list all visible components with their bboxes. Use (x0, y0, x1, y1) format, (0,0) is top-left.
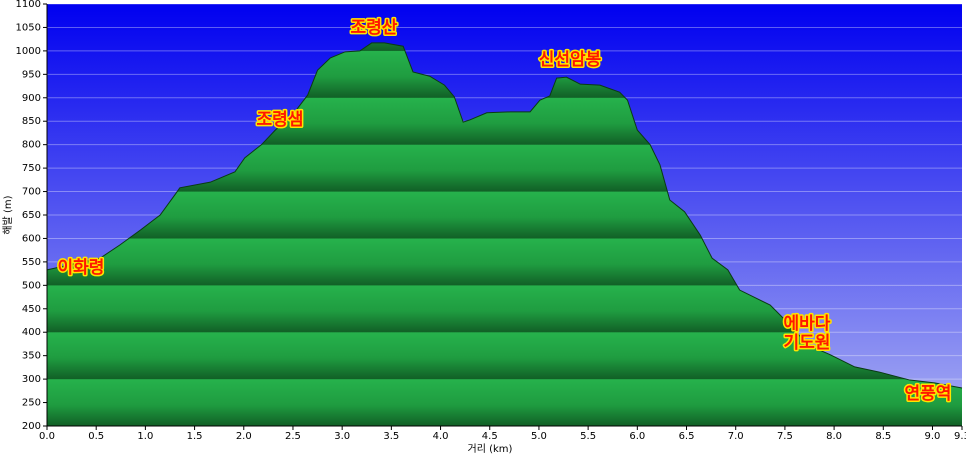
y-tick-label: 550 (22, 257, 41, 268)
y-tick-label: 300 (22, 374, 41, 385)
annotation: 조령샘 (257, 109, 304, 130)
y-tick-label: 600 (22, 233, 41, 244)
y-tick-label: 800 (22, 140, 41, 151)
x-tick-label: 0.0 (39, 431, 55, 442)
y-tick-label: 850 (22, 116, 41, 127)
y-tick-label: 200 (22, 421, 41, 432)
y-tick-label: 450 (22, 304, 41, 315)
y-tick-label: 900 (22, 93, 41, 104)
x-tick-label: 5.0 (531, 431, 547, 442)
annotation: 신선암봉 (539, 50, 602, 70)
y-tick-label: 650 (22, 210, 41, 221)
x-tick-label: 5.5 (580, 431, 596, 442)
elevation-area (47, 42, 962, 426)
annotation: 에바다 (784, 314, 831, 334)
y-tick-label: 750 (22, 163, 41, 174)
x-tick-label: 0.5 (88, 431, 104, 442)
x-tick-label: 6.5 (679, 431, 695, 442)
x-tick-label: 7.5 (777, 431, 793, 442)
x-tick-label: 6.0 (629, 431, 645, 442)
x-tick-label: 4.0 (433, 431, 449, 442)
y-tick-label: 700 (22, 187, 41, 198)
x-tick-label: 2.0 (236, 431, 252, 442)
x-tick-label: 7.0 (728, 431, 744, 442)
annotation: 조령산 (351, 17, 398, 38)
y-tick-label: 1000 (16, 46, 41, 57)
y-tick-label: 950 (22, 69, 41, 80)
annotation: 연풍역 (905, 384, 952, 404)
annotation: 기도원 (784, 333, 831, 353)
y-tick-label: 250 (22, 398, 41, 409)
y-tick-label: 1050 (16, 22, 41, 33)
y-tick-label: 1100 (16, 0, 41, 10)
x-tick-label: 4.5 (482, 431, 498, 442)
x-tick-label: 1.0 (137, 431, 153, 442)
y-tick-label: 350 (22, 351, 41, 362)
annotation: 이화령 (58, 257, 105, 278)
y-axis-title: 해발 (m) (1, 195, 14, 234)
x-tick-label: 9.3 (954, 431, 966, 442)
y-tick-label: 500 (22, 280, 41, 291)
x-tick-label: 3.5 (383, 431, 399, 442)
x-tick-label: 2.5 (285, 431, 301, 442)
y-tick-label: 400 (22, 327, 41, 338)
x-tick-label: 8.5 (875, 431, 891, 442)
x-tick-label: 1.5 (187, 431, 203, 442)
x-axis-title: 거리 (km) (468, 443, 513, 455)
x-tick-label: 9.0 (925, 431, 941, 442)
x-tick-label: 8.0 (826, 431, 842, 442)
x-tick-label: 3.0 (334, 431, 350, 442)
elevation-line (46, 42, 963, 389)
